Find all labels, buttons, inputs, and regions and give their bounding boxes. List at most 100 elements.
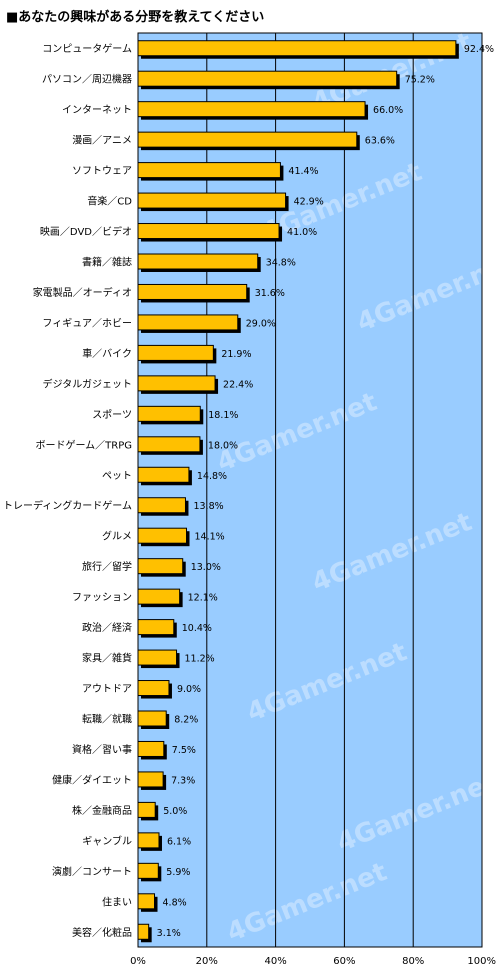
bar (137, 466, 190, 483)
bar (137, 131, 358, 148)
bar (137, 405, 201, 422)
category-label: ファッション (72, 593, 132, 604)
category-label: 政治／経済 (82, 621, 132, 634)
category-label: ギャンブル (82, 834, 132, 847)
category-label: アウトドア (82, 683, 132, 695)
bar (137, 314, 239, 331)
bar (137, 588, 181, 605)
value-label: 41.4% (288, 166, 318, 177)
value-label: 7.3% (171, 775, 195, 786)
value-label: 7.5% (172, 745, 196, 756)
category-label: パソコン／周辺機器 (42, 73, 132, 86)
value-label: 8.2% (174, 715, 198, 726)
bar (137, 680, 170, 697)
bar (137, 619, 175, 636)
category-label: コンピュータゲーム (42, 43, 132, 55)
category-label: ソフトウェア (72, 165, 132, 177)
value-label: 12.1% (188, 593, 218, 604)
value-label: 14.1% (195, 532, 225, 543)
bar (137, 527, 188, 544)
value-label: 13.0% (191, 562, 221, 573)
bar (137, 649, 178, 666)
value-label: 31.6% (255, 288, 285, 299)
category-label: デジタルガジェット (43, 377, 133, 390)
value-label: 42.9% (294, 197, 324, 208)
value-label: 75.2% (405, 75, 435, 86)
value-label: 13.8% (193, 501, 223, 512)
bar (137, 344, 214, 361)
category-label: フィギュア／ホビー (42, 317, 132, 329)
bar (137, 375, 216, 392)
category-label: インターネット (62, 104, 132, 116)
bar (137, 223, 280, 240)
category-label: スポーツ (92, 409, 132, 421)
category-label: 演劇／コンサート (52, 865, 132, 878)
bar (137, 771, 164, 788)
bar (137, 162, 281, 179)
category-label: 音楽／CD (87, 195, 132, 208)
bar (137, 101, 366, 118)
bar (137, 832, 160, 849)
value-label: 11.2% (185, 654, 215, 665)
value-label: 4.8% (163, 897, 187, 908)
bar (137, 923, 150, 940)
value-label: 21.9% (221, 349, 251, 360)
bar (137, 558, 184, 575)
category-label: 書籍／雑誌 (82, 256, 132, 269)
value-label: 14.8% (197, 471, 227, 482)
bar (137, 893, 156, 910)
value-label: 66.0% (373, 105, 403, 116)
bar (137, 40, 457, 57)
value-labels: 92.4% 75.2% 66.0% 63.6% 41.4% 42.9% 41.0% 34.8%… (157, 44, 494, 939)
value-label: 6.1% (167, 836, 191, 847)
category-label: 住まい (102, 895, 132, 908)
value-label: 5.0% (163, 806, 187, 817)
bar (137, 497, 186, 514)
gridlines (137, 33, 483, 947)
bar (137, 436, 201, 453)
value-label: 9.0% (177, 684, 201, 695)
bar (137, 862, 159, 879)
value-label: 10.4% (182, 623, 212, 634)
category-label: 美容／化粧品 (72, 926, 132, 939)
category-label: 家電製品／オーディオ (33, 286, 132, 299)
category-label: 漫画／アニメ (72, 135, 132, 147)
value-label: 18.0% (208, 440, 238, 451)
value-label: 41.0% (287, 227, 317, 238)
value-label: 3.1% (157, 928, 181, 939)
x-tick-label: 60% (333, 956, 355, 967)
chart-title: ■あなたの興味がある分野を教えてください (6, 10, 265, 25)
x-tick-label: 80% (402, 956, 424, 967)
value-label: 22.4% (223, 379, 253, 390)
bars (137, 40, 459, 943)
value-label: 29.0% (246, 318, 276, 329)
x-axis-tick-labels: 0% 20% 40% 60% 80% 100% (130, 956, 496, 967)
bar (137, 740, 165, 757)
x-tick-label: 20% (196, 956, 218, 967)
category-labels: コンピュータゲームパソコン／周辺機器インターネット漫画／アニメソフトウェア音楽／… (3, 43, 132, 939)
bar (137, 283, 248, 300)
bar (137, 801, 156, 818)
category-label: 家具／雑貨 (82, 652, 132, 665)
category-label: 健康／ダイエット (52, 773, 132, 786)
value-label: 92.4% (464, 44, 494, 55)
category-label: トレーディングカードゲーム (3, 499, 132, 512)
value-label: 18.1% (208, 410, 238, 421)
value-label: 34.8% (266, 258, 296, 269)
category-label: 資格／習い事 (72, 743, 132, 756)
x-tick-label: 40% (264, 956, 286, 967)
value-label: 5.9% (166, 867, 190, 878)
category-label: ペット (102, 471, 132, 482)
category-label: 転職／就職 (82, 713, 132, 726)
category-label: 車／バイク (82, 347, 132, 360)
bar (137, 192, 287, 209)
category-label: 株／金融商品 (72, 804, 132, 817)
x-tick-label: 0% (130, 956, 146, 967)
category-label: グルメ (102, 530, 132, 543)
category-label: ボードゲーム／TRPG (35, 439, 132, 451)
bar (137, 253, 259, 270)
x-tick-label: 100% (467, 956, 496, 967)
value-label: 63.6% (365, 136, 395, 147)
bar (137, 70, 398, 87)
